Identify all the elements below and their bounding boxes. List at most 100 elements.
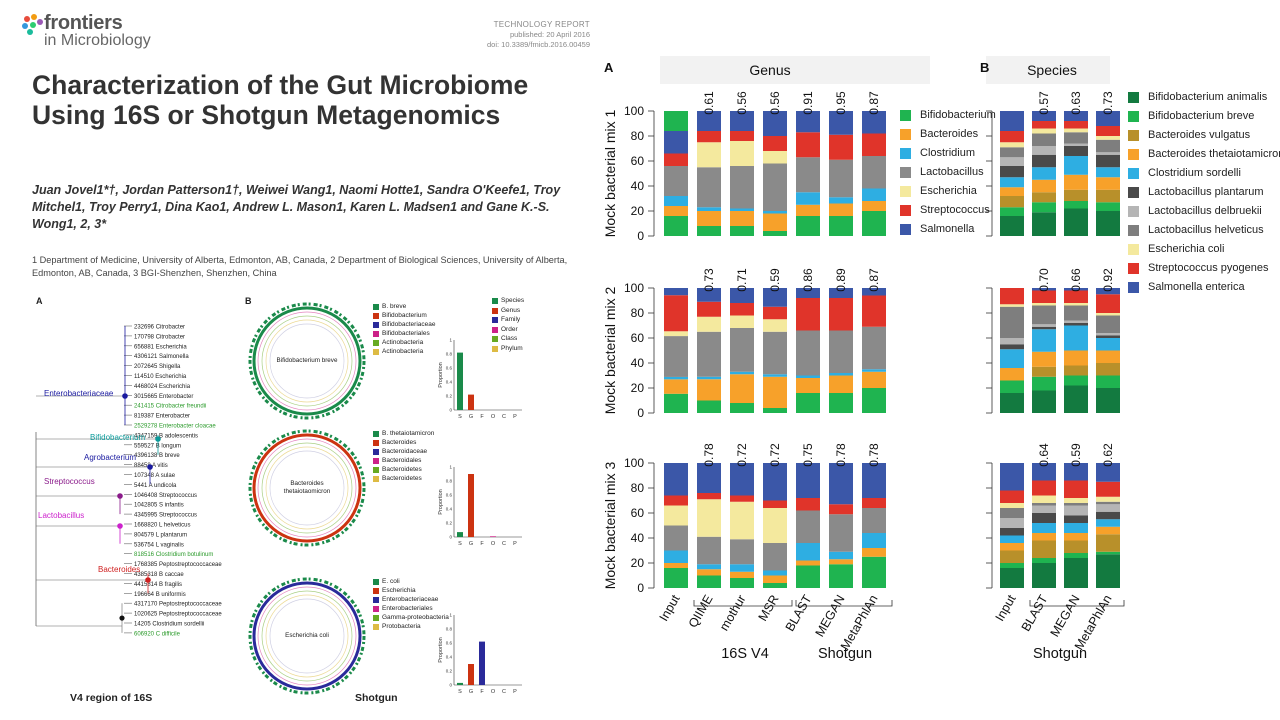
tree-leaf-label: 4345995 Streptococcus bbox=[134, 513, 197, 519]
bar-segment-megan-bifidobacterium-breve bbox=[1064, 201, 1088, 209]
bar-segment-qiime-lactobacillus bbox=[697, 167, 721, 208]
bar-segment-megan-bacteroides-vulgatus bbox=[1064, 189, 1088, 201]
bar-segment-megan-salmonella bbox=[829, 463, 853, 505]
bar-segment-metaphlan-bacteroides-vulgatus bbox=[1096, 363, 1120, 376]
legend-swatch bbox=[373, 440, 379, 446]
bar-segment-blast-bifidobacterium bbox=[796, 565, 820, 588]
bar-segment-qiime-escherichia bbox=[697, 499, 721, 537]
ring-plot: Escherichia coli bbox=[248, 577, 366, 695]
y-tick: 40 bbox=[631, 531, 645, 545]
genus-legend-item: Lactobacillus bbox=[900, 163, 996, 182]
bar-segment-qiime-lactobacillus bbox=[697, 536, 721, 565]
bar-segment-blast-lactobacillus-helveticus bbox=[1032, 305, 1056, 325]
mini-y-tick: 0.4 bbox=[446, 655, 453, 660]
bar-segment-blast-clostridium-sordelli bbox=[1032, 329, 1056, 352]
legend-swatch bbox=[1128, 282, 1139, 293]
taxa-legend-item: Order bbox=[492, 325, 524, 335]
bar-segment-input-lactobacillus-plantarum bbox=[1000, 166, 1024, 178]
ring-track bbox=[252, 581, 362, 691]
mini-y-tick: 0 bbox=[449, 535, 452, 540]
mini-y-tick: 0.2 bbox=[446, 394, 453, 399]
bar-segment-metaphlan-bacteroides bbox=[862, 201, 886, 211]
bar-segment-input-salmonella-enterica bbox=[1000, 463, 1024, 491]
legend-label: Phylum bbox=[501, 344, 523, 352]
tree-leaf-label: 2072645 Shigella bbox=[134, 364, 181, 370]
legend-swatch bbox=[492, 298, 498, 304]
journal-logo: frontiers in Microbiology bbox=[22, 10, 182, 50]
bar-segment-qiime-clostridium bbox=[697, 207, 721, 211]
bar-segment-blast-bifidobacterium-animalis bbox=[1032, 212, 1056, 236]
bar-segment-input-bifidobacterium-animalis bbox=[1000, 568, 1024, 588]
ring-center-label: thetaiotaomicron bbox=[284, 488, 331, 495]
legend-swatch bbox=[373, 458, 379, 464]
genus-correlation: 0.78 bbox=[867, 443, 881, 467]
mini-x-tick: G bbox=[469, 689, 473, 695]
bar-segment-msr-salmonella bbox=[763, 111, 787, 136]
tree-node-marker bbox=[117, 493, 123, 499]
mini-bar-f bbox=[479, 641, 485, 685]
tree-leaf-label: 1042805 S infantis bbox=[134, 503, 184, 509]
bar-segment-blast-clostridium bbox=[796, 375, 820, 378]
bar-segment-msr-lactobacillus bbox=[763, 543, 787, 571]
proportion-bar-chart: 0 0.2 0.4 0.6 0.8 1 Proportion S G F O C P bbox=[438, 338, 522, 420]
bar-segment-qiime-salmonella bbox=[697, 463, 721, 493]
bar-segment-megan-lactobacillus-plantarum bbox=[1064, 146, 1088, 156]
bar-segment-mothur-clostridium bbox=[730, 208, 754, 211]
genus-title: Genus bbox=[749, 62, 790, 78]
y-tick: 60 bbox=[631, 506, 645, 520]
bar-segment-input-bifidobacterium bbox=[664, 111, 688, 131]
mini-y-tick: 0.2 bbox=[446, 521, 453, 526]
bar-segment-megan-bacteroides bbox=[829, 203, 853, 216]
bar-segment-blast-streptococcus bbox=[796, 498, 820, 511]
bar-segment-metaphlan-bacteroides-vulgatus bbox=[1096, 189, 1120, 203]
legend-label: Actinobacteria bbox=[382, 339, 424, 346]
tree-group-label: Bacteroides bbox=[98, 565, 140, 574]
mini-y-tick: 1 bbox=[449, 613, 452, 618]
genus-correlation: 0.87 bbox=[867, 91, 881, 115]
bar-segment-metaphlan-salmonella bbox=[862, 288, 886, 296]
bar-segment-msr-bifidobacterium bbox=[763, 231, 787, 236]
species-legend-item: Lactobacillus helveticus bbox=[1128, 221, 1280, 240]
bar-segment-blast-escherichia-coli bbox=[1032, 303, 1056, 306]
bar-segment-msr-escherichia bbox=[763, 508, 787, 543]
bar-segment-blast-streptococcus bbox=[796, 132, 820, 158]
mini-y-tick: 0 bbox=[449, 683, 452, 688]
bar-segment-metaphlan-bifidobacterium-breve bbox=[1096, 375, 1120, 388]
tree-node-marker bbox=[147, 464, 153, 470]
ring-legend-item: Bacteroidetes bbox=[373, 474, 434, 483]
tree-leaf-label: 4396138 B breve bbox=[134, 453, 180, 459]
bar-segment-blast-salmonella bbox=[796, 111, 820, 133]
bar-segment-qiime-bacteroides bbox=[697, 211, 721, 226]
legend-label: Bacteroides vulgatus bbox=[1148, 129, 1251, 141]
bar-segment-megan-lactobacillus bbox=[829, 330, 853, 373]
legend-label: E. coli bbox=[382, 578, 400, 585]
legend-label: Escherichia bbox=[382, 587, 416, 594]
legend-swatch bbox=[373, 588, 379, 594]
species-legend-item: Salmonella enterica bbox=[1128, 278, 1280, 297]
ring-track bbox=[269, 323, 345, 399]
bar-segment-blast-bacteroides-thetaiotamicron bbox=[1032, 179, 1056, 193]
legend-label: Escherichia coli bbox=[1148, 243, 1225, 255]
bar-segment-megan-lactobacillus bbox=[829, 159, 853, 198]
bar-segment-input-streptococcus-pyogenes bbox=[1000, 131, 1024, 143]
bar-segment-metaphlan-clostridium bbox=[862, 188, 886, 201]
bar-segment-megan-lactobacillus bbox=[829, 514, 853, 552]
ring-legend: B. breve Bifidobacterium Bifidobacteriacea… bbox=[373, 302, 435, 356]
bar-segment-msr-streptococcus bbox=[763, 136, 787, 151]
bar-segment-metaphlan-lactobacillus-plantarum bbox=[1096, 154, 1120, 168]
tree-leaf-label: 4415814 B fragilis bbox=[134, 582, 182, 588]
bar-segment-input-bifidobacterium bbox=[664, 568, 688, 588]
proportion-bar-chart: 0 0.2 0.4 0.6 0.8 1 Proportion S G F O C P bbox=[438, 613, 522, 695]
bracket-shotgun-species bbox=[1029, 600, 1125, 607]
ring-track bbox=[257, 311, 357, 411]
tree-group-label: Agrobacterium bbox=[84, 453, 136, 462]
report-type: TECHNOLOGY REPORT bbox=[493, 20, 590, 29]
bar-segment-input-escherichia bbox=[664, 331, 688, 337]
bar-segment-blast-salmonella-enterica bbox=[1032, 288, 1056, 291]
bar-segment-megan-clostridium-sordelli bbox=[1064, 325, 1088, 351]
bar-segment-megan-salmonella-enterica bbox=[1064, 111, 1088, 121]
bar-segment-input-bifidobacterium-animalis bbox=[1000, 393, 1024, 413]
bar-segment-blast-lactobacillus-delbruekii bbox=[1032, 324, 1056, 327]
bar-segment-metaphlan-bacteroides-thetaiotamicron bbox=[1096, 526, 1120, 535]
species-correlation: 0.70 bbox=[1037, 268, 1051, 292]
